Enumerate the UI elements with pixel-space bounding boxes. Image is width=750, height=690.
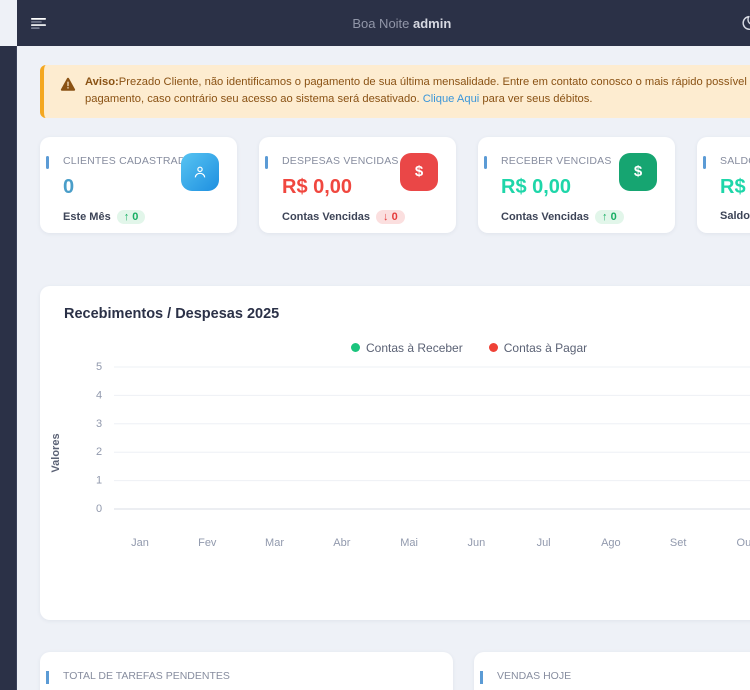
svg-text:3: 3 bbox=[96, 418, 102, 430]
svg-text:1: 1 bbox=[96, 474, 102, 486]
svg-text:5: 5 bbox=[96, 361, 102, 373]
svg-text:2: 2 bbox=[96, 446, 102, 458]
svg-text:0: 0 bbox=[96, 503, 102, 515]
svg-text:4: 4 bbox=[96, 389, 102, 401]
